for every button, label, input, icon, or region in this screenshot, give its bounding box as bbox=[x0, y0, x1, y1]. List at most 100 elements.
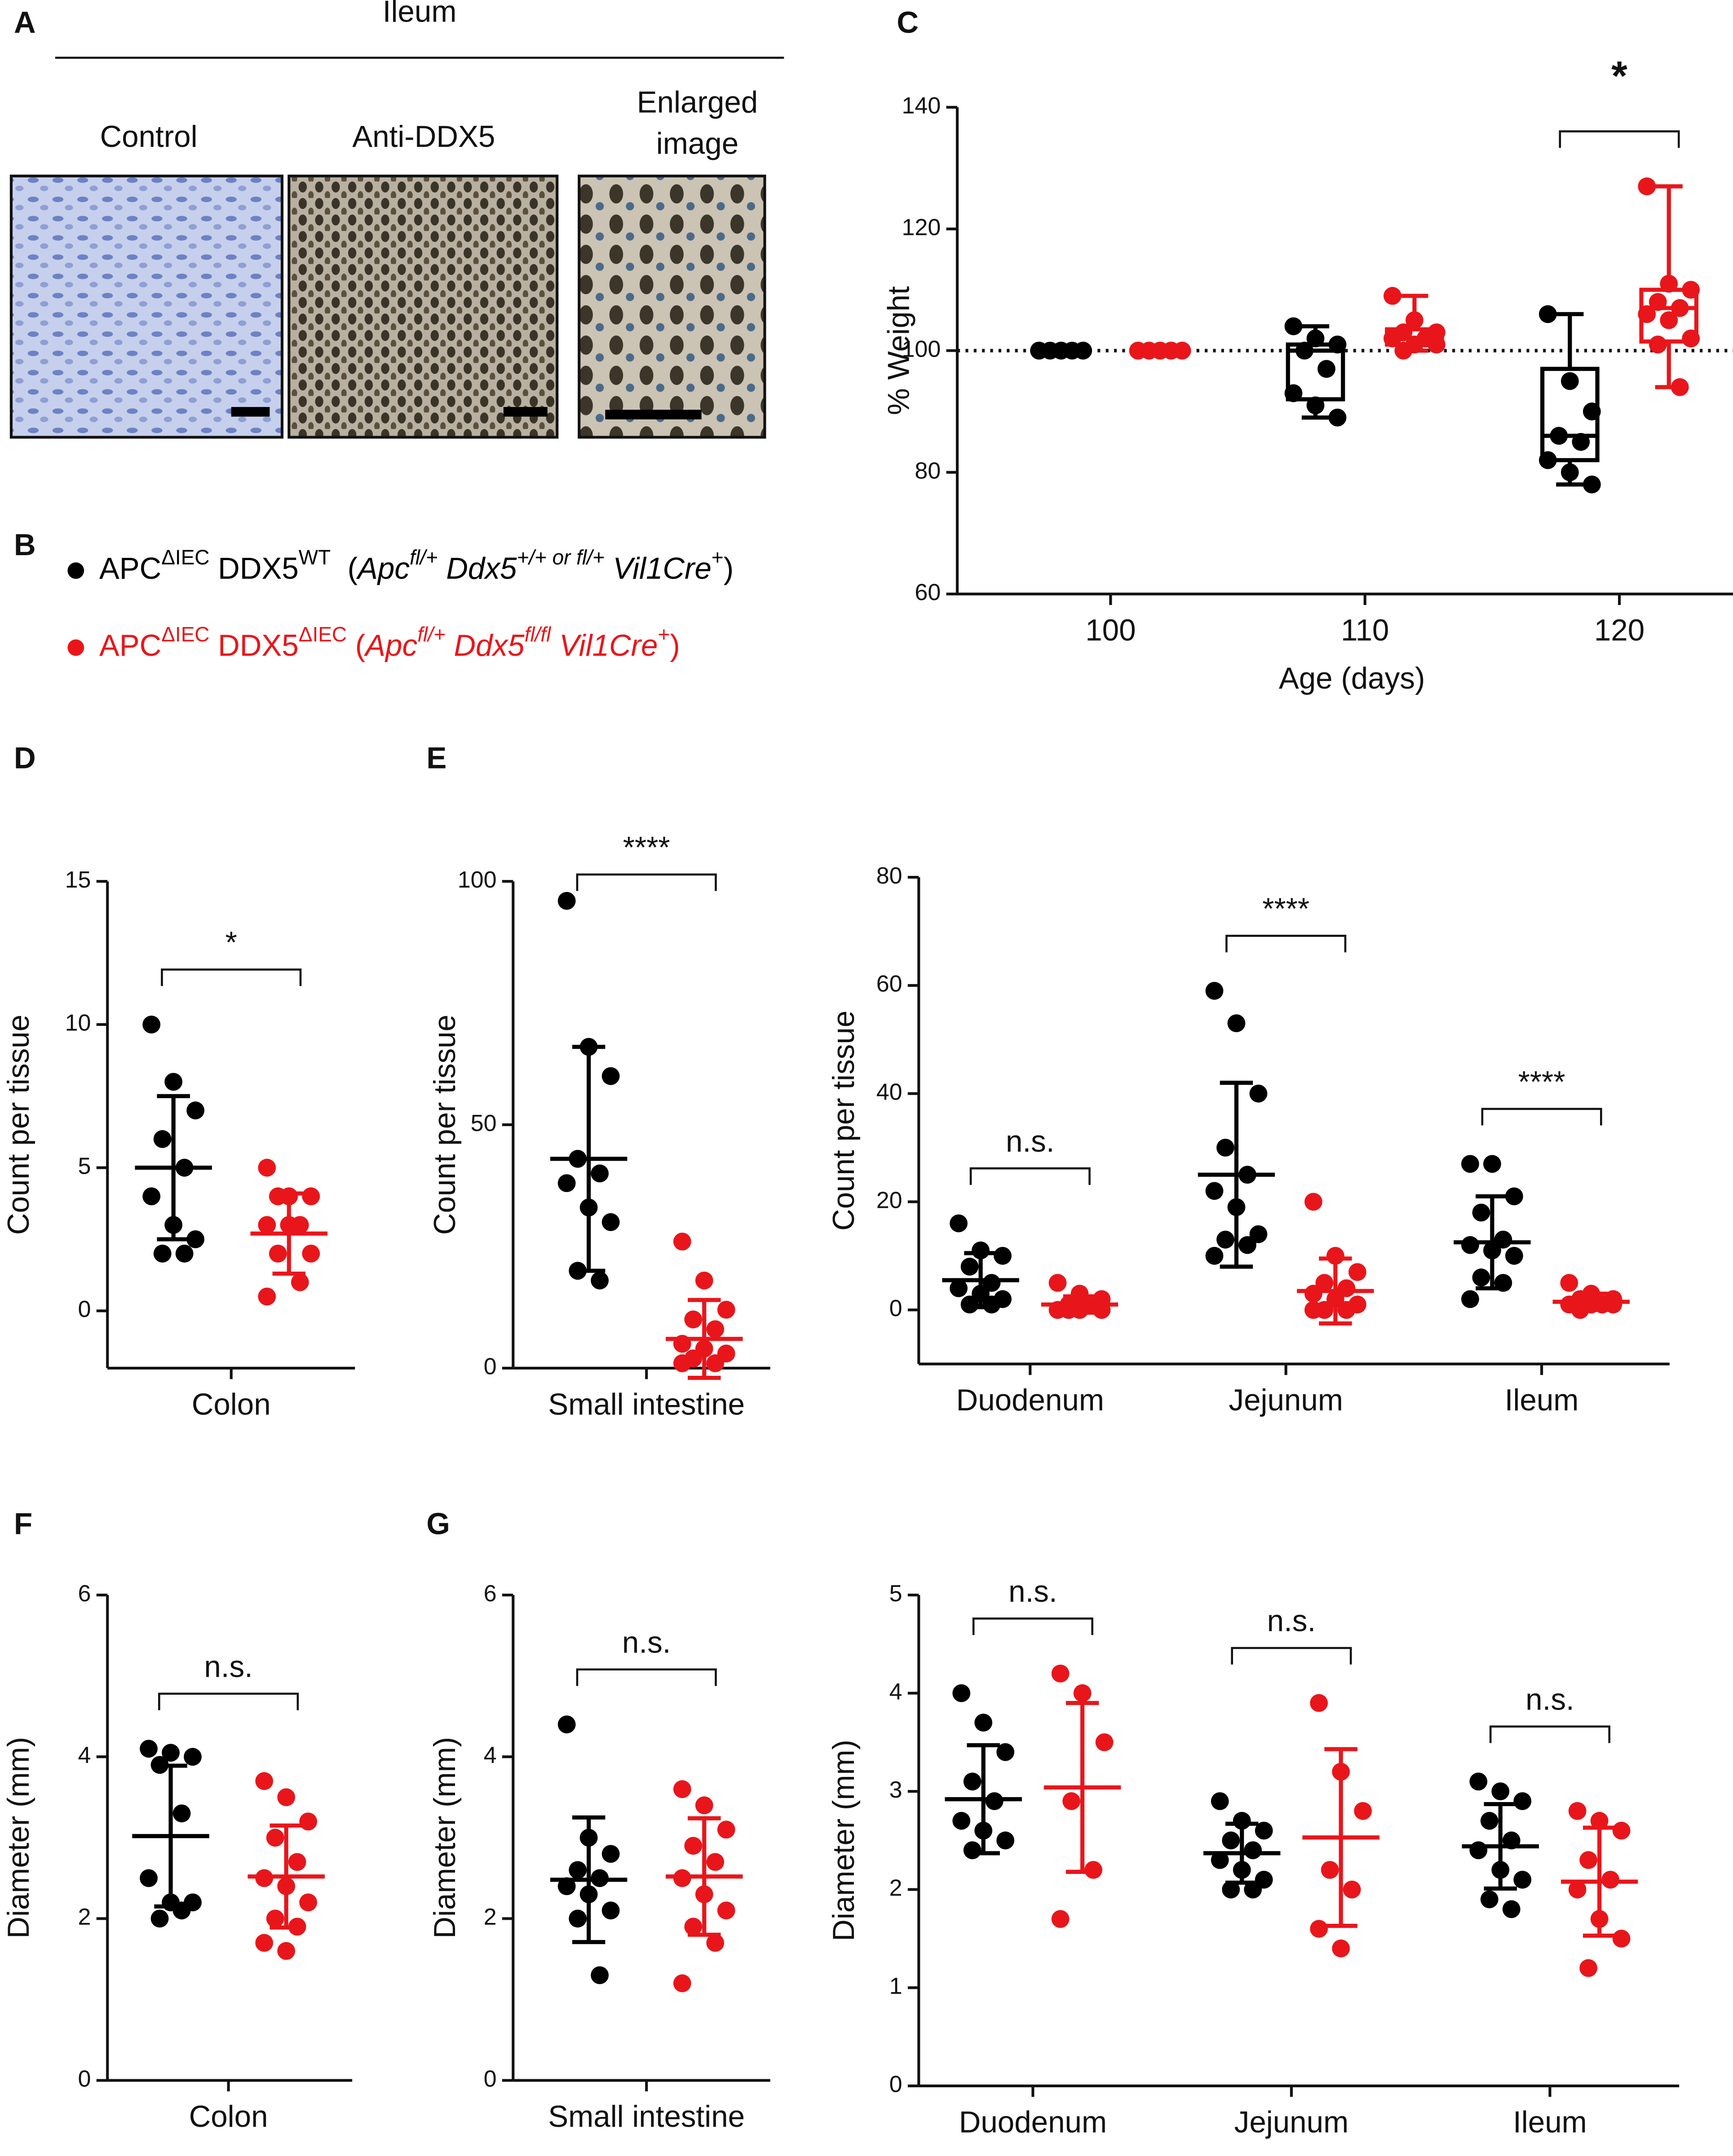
data-point bbox=[1244, 1841, 1262, 1860]
data-point bbox=[1162, 341, 1180, 360]
data-point bbox=[1406, 311, 1424, 329]
data-point bbox=[184, 1748, 202, 1766]
significance-label: n.s. bbox=[1267, 1604, 1316, 1638]
panel-letter: D bbox=[14, 742, 36, 775]
significance-bracket bbox=[161, 968, 302, 986]
data-point bbox=[175, 1245, 194, 1263]
data-point bbox=[1649, 336, 1667, 353]
data-point bbox=[601, 1067, 620, 1085]
data-point bbox=[1660, 311, 1678, 329]
data-point bbox=[1332, 1939, 1350, 1957]
y-tick-label: 1 bbox=[889, 1973, 902, 1999]
y-tick-label: 50 bbox=[471, 1110, 497, 1136]
data-point bbox=[673, 1780, 691, 1798]
x-tick-label: Ileum bbox=[1505, 1383, 1579, 1417]
significance-label: n.s. bbox=[204, 1650, 253, 1683]
data-point bbox=[1469, 1841, 1488, 1860]
data-point bbox=[960, 1258, 979, 1276]
data-point bbox=[1550, 427, 1568, 445]
data-point bbox=[1306, 329, 1325, 348]
data-point bbox=[1682, 281, 1700, 299]
y-tick-label: 60 bbox=[915, 579, 941, 605]
data-point bbox=[591, 1164, 609, 1183]
data-point bbox=[1682, 329, 1700, 348]
legend-label: APCΔIEC DDX5WT (Apcfl/+ Ddx5+/+ or fl/+ … bbox=[99, 546, 734, 586]
data-point bbox=[1244, 1880, 1262, 1899]
data-point bbox=[1211, 1851, 1229, 1869]
data-point bbox=[952, 1811, 971, 1830]
data-point bbox=[291, 1273, 309, 1291]
legend-text: +/+ or fl/+ bbox=[517, 546, 604, 569]
data-point bbox=[950, 1214, 968, 1233]
significance-label: * bbox=[225, 926, 237, 959]
image-label: Anti-DDX5 bbox=[352, 120, 495, 154]
x-tick-label: Duodenum bbox=[956, 1383, 1104, 1417]
x-tick-label: Colon bbox=[192, 1387, 271, 1421]
image-label: Enlarged bbox=[637, 85, 758, 119]
data-point bbox=[1612, 1930, 1631, 1948]
y-tick-label: 80 bbox=[915, 458, 941, 484]
y-tick-label: 0 bbox=[889, 2072, 902, 2098]
x-tick-label: Small intestine bbox=[548, 2100, 745, 2134]
data-point bbox=[1427, 336, 1446, 353]
data-point bbox=[1052, 341, 1070, 360]
data-point bbox=[601, 1901, 620, 1920]
data-point bbox=[142, 1016, 161, 1034]
x-tick-label: Small intestine bbox=[548, 1387, 745, 1421]
y-axis-label: Count per tissue bbox=[428, 1015, 462, 1235]
data-point bbox=[269, 1187, 287, 1206]
micrograph bbox=[287, 174, 559, 439]
data-point bbox=[950, 1279, 968, 1298]
data-point bbox=[277, 1942, 296, 1960]
x-tick-label: Jejunum bbox=[1229, 1383, 1343, 1417]
significance-bracket bbox=[576, 1668, 717, 1686]
data-point bbox=[974, 1714, 993, 1732]
data-point bbox=[1461, 1290, 1479, 1308]
data-point bbox=[569, 1861, 587, 1879]
data-point bbox=[1062, 1792, 1081, 1810]
data-point bbox=[1051, 1910, 1070, 1928]
x-tick-label: 110 bbox=[1341, 614, 1389, 647]
data-point bbox=[302, 1245, 320, 1263]
significance-label: **** bbox=[623, 831, 670, 865]
y-tick-label: 0 bbox=[484, 1354, 497, 1380]
legend-text: Apc bbox=[356, 552, 410, 585]
data-point bbox=[1671, 378, 1689, 396]
data-point bbox=[717, 1820, 735, 1839]
data-point bbox=[186, 1230, 205, 1248]
data-point bbox=[684, 1917, 703, 1936]
y-tick-label: 0 bbox=[889, 1295, 902, 1321]
x-axis-label: Age (days) bbox=[1279, 662, 1425, 695]
data-point bbox=[258, 1216, 276, 1234]
y-axis-label: Diameter (mm) bbox=[2, 1737, 35, 1939]
data-point bbox=[1513, 1870, 1532, 1889]
data-point bbox=[706, 1320, 725, 1339]
data-point bbox=[266, 1909, 284, 1928]
data-point bbox=[1583, 402, 1601, 420]
data-point bbox=[1211, 1792, 1229, 1810]
panel-letter: C bbox=[897, 6, 919, 40]
data-point bbox=[1491, 1782, 1510, 1801]
data-point bbox=[996, 1831, 1015, 1850]
data-point bbox=[1249, 1225, 1268, 1243]
data-point bbox=[1590, 1811, 1609, 1830]
data-point bbox=[162, 1744, 180, 1762]
data-point bbox=[1671, 299, 1689, 317]
y-tick-label: 3 bbox=[889, 1777, 902, 1803]
legend-text: DDX5 bbox=[209, 629, 298, 663]
significance-bracket bbox=[1225, 935, 1347, 953]
y-tick-label: 4 bbox=[78, 1742, 91, 1768]
legend-text: Apc bbox=[363, 629, 417, 663]
data-point bbox=[1472, 1203, 1490, 1222]
data-point bbox=[557, 892, 576, 910]
legend-text: fl/+ bbox=[417, 623, 446, 646]
data-point bbox=[994, 1247, 1012, 1265]
data-point bbox=[717, 1901, 735, 1920]
data-point bbox=[1216, 1230, 1234, 1249]
legend-text: ΔIEC bbox=[299, 623, 347, 646]
y-tick-label: 2 bbox=[889, 1875, 902, 1901]
data-point bbox=[982, 1295, 1001, 1314]
data-point bbox=[1354, 1802, 1372, 1820]
data-point bbox=[1310, 1920, 1328, 1938]
x-tick-label: Duodenum bbox=[959, 2105, 1107, 2139]
